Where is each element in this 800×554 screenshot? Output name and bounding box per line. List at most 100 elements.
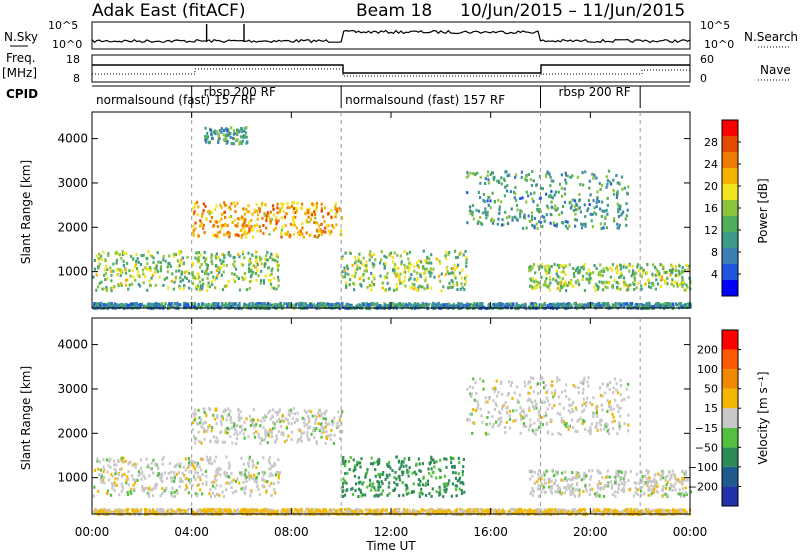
echo-cell bbox=[171, 302, 174, 305]
echo-cell bbox=[147, 250, 150, 253]
echo-cell bbox=[218, 271, 221, 275]
echo-cell bbox=[625, 302, 628, 305]
echo-cell bbox=[211, 305, 214, 308]
echo-cell bbox=[475, 208, 478, 212]
echo-cell bbox=[197, 255, 200, 259]
beam-label: Beam 18 bbox=[356, 1, 432, 21]
echo-cell bbox=[313, 510, 316, 513]
echo-cell bbox=[635, 286, 638, 290]
echo-cell bbox=[138, 510, 141, 514]
echo-cell bbox=[578, 508, 581, 512]
echo-cell bbox=[212, 224, 216, 227]
echo-cell bbox=[498, 208, 501, 212]
echo-cell bbox=[454, 276, 457, 280]
echo-cell bbox=[114, 472, 117, 476]
echo-cell bbox=[223, 508, 226, 512]
echo-cell bbox=[264, 203, 267, 207]
echo-cell bbox=[240, 141, 243, 145]
echo-cell bbox=[571, 198, 574, 202]
echo-cell bbox=[251, 509, 254, 513]
echo-cell bbox=[204, 204, 207, 208]
echo-cell bbox=[581, 303, 584, 307]
echo-cell bbox=[225, 224, 228, 228]
echo-cell bbox=[126, 278, 129, 282]
echo-cell bbox=[534, 303, 537, 307]
echo-cell bbox=[102, 478, 105, 482]
echo-cell bbox=[636, 263, 640, 267]
echo-cell bbox=[575, 202, 578, 206]
echo-cell bbox=[383, 266, 386, 270]
echo-cell bbox=[274, 463, 277, 467]
echo-cell bbox=[357, 303, 360, 307]
echo-cell bbox=[198, 465, 201, 469]
echo-cell bbox=[270, 269, 273, 273]
echo-cell bbox=[346, 264, 349, 268]
echo-cell bbox=[438, 259, 441, 263]
echo-cell bbox=[413, 283, 416, 287]
echo-cell bbox=[243, 470, 246, 474]
echo-cell bbox=[618, 263, 622, 267]
echo-cell bbox=[487, 178, 490, 182]
echo-cell bbox=[221, 490, 224, 494]
echo-cell bbox=[583, 263, 586, 266]
echo-cell bbox=[191, 463, 194, 467]
echo-cell bbox=[415, 303, 418, 307]
echo-cell bbox=[340, 508, 343, 511]
echo-cell bbox=[191, 282, 194, 285]
echo-cell bbox=[170, 491, 173, 495]
echo-cell bbox=[227, 251, 230, 254]
echo-cell bbox=[240, 235, 243, 239]
echo-cell bbox=[254, 272, 257, 275]
echo-cell bbox=[471, 172, 475, 175]
echo-cell bbox=[162, 455, 165, 459]
echo-cell bbox=[128, 303, 131, 307]
echo-cell bbox=[602, 270, 606, 273]
echo-cell bbox=[397, 509, 401, 513]
echo-cell bbox=[114, 251, 117, 255]
echo-cell bbox=[527, 194, 530, 198]
echo-cell bbox=[225, 232, 228, 235]
echo-cell bbox=[313, 212, 317, 216]
echo-cell bbox=[213, 476, 216, 480]
echo-cell bbox=[625, 265, 628, 269]
echo-cell bbox=[544, 280, 547, 283]
echo-cell bbox=[629, 507, 633, 511]
echo-cell bbox=[248, 270, 251, 273]
echo-cell bbox=[587, 302, 590, 306]
echo-cell bbox=[646, 510, 649, 513]
echo-cell bbox=[646, 263, 649, 266]
echo-cell bbox=[454, 249, 457, 253]
echo-cell bbox=[193, 302, 196, 306]
echo-cell bbox=[233, 259, 236, 263]
echo-cell bbox=[540, 275, 543, 279]
echo-cell bbox=[530, 304, 533, 308]
echo-cell bbox=[218, 493, 221, 497]
echo-cell bbox=[496, 222, 499, 226]
echo-cell bbox=[556, 274, 559, 278]
echo-cell bbox=[661, 304, 664, 308]
echo-cell bbox=[582, 264, 585, 268]
echo-cell bbox=[441, 508, 445, 512]
echo-cell bbox=[523, 215, 526, 219]
echo-cell bbox=[227, 482, 230, 486]
echo-cell bbox=[162, 305, 165, 308]
echo-cell bbox=[137, 473, 140, 477]
echo-cell bbox=[549, 221, 552, 225]
echo-cell bbox=[126, 475, 129, 479]
echo-cell bbox=[256, 485, 259, 489]
echo-cell bbox=[495, 511, 499, 515]
echo-cell bbox=[447, 286, 450, 290]
echo-cell bbox=[175, 269, 178, 273]
echo-cell bbox=[541, 265, 544, 269]
echo-cell bbox=[151, 487, 154, 491]
echo-cell bbox=[199, 265, 202, 269]
echo-cell bbox=[205, 483, 208, 487]
echo-cell bbox=[469, 205, 472, 209]
echo-cell bbox=[573, 218, 577, 222]
echo-cell bbox=[223, 233, 226, 237]
echo-cell bbox=[397, 508, 400, 511]
echo-cell bbox=[150, 254, 153, 258]
echo-cell bbox=[600, 215, 603, 218]
echo-cell bbox=[585, 277, 588, 281]
echo-cell bbox=[298, 305, 301, 309]
